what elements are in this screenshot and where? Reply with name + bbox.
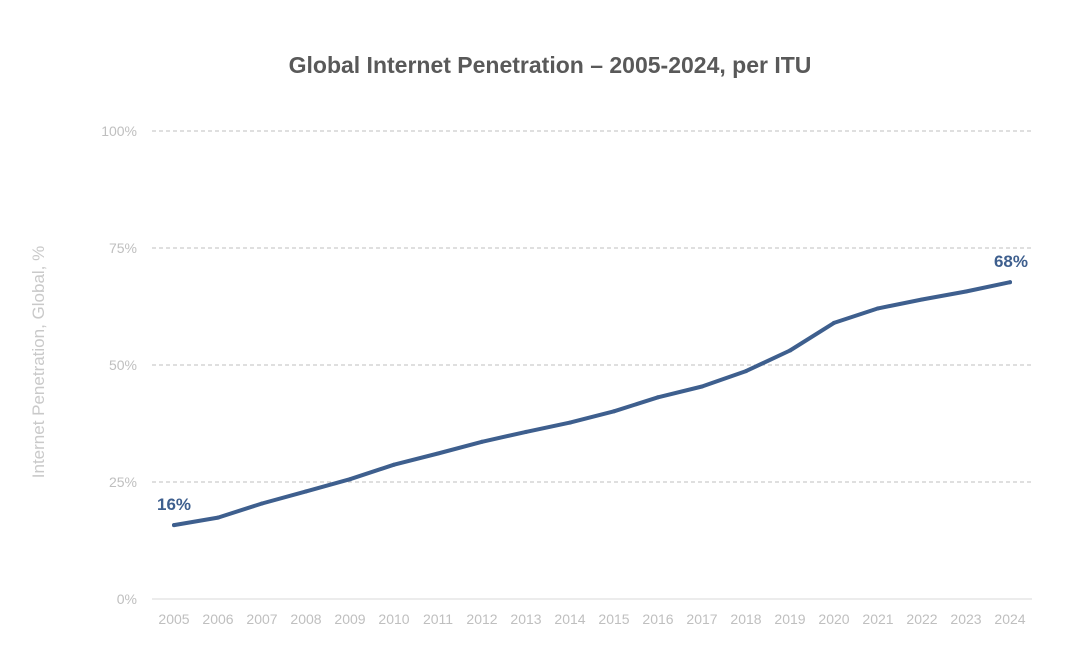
x-tick-label: 2008 [290, 611, 321, 627]
data-point [612, 409, 616, 414]
data-point [568, 420, 572, 425]
data-point [1008, 280, 1012, 285]
series-line [172, 280, 1012, 528]
data-point [964, 289, 968, 294]
x-tick-label: 2022 [906, 611, 937, 627]
x-tick-label: 2017 [686, 611, 717, 627]
data-point [656, 395, 660, 400]
data-point [260, 501, 264, 506]
y-axis-label: Internet Penetration, Global, % [29, 246, 48, 478]
y-tick-label: 0% [117, 591, 137, 607]
x-tick-label: 2009 [334, 611, 365, 627]
x-axis-ticks: 2005 2006 2007 2008 2009 2010 2011 2012 2013 2014… [158, 611, 1025, 627]
y-tick-label: 25% [109, 474, 137, 490]
x-tick-label: 2024 [994, 611, 1025, 627]
y-tick-label: 100% [101, 123, 137, 139]
x-tick-label: 2021 [862, 611, 893, 627]
data-point [876, 306, 880, 311]
x-tick-label: 2019 [774, 611, 805, 627]
data-point [392, 462, 396, 467]
data-point [700, 384, 704, 389]
x-tick-label: 2012 [466, 611, 497, 627]
x-tick-label: 2010 [378, 611, 409, 627]
x-tick-label: 2007 [246, 611, 277, 627]
data-point [920, 297, 924, 302]
x-tick-label: 2016 [642, 611, 673, 627]
chart-title: Global Internet Penetration – 2005-2024,… [289, 52, 812, 78]
x-tick-label: 2011 [423, 611, 453, 627]
data-point [216, 515, 220, 520]
x-tick-label: 2020 [818, 611, 849, 627]
data-point [436, 451, 440, 456]
data-point [524, 429, 528, 434]
data-labels: 16% 68% [157, 252, 1028, 514]
data-point [744, 369, 748, 374]
y-tick-label: 50% [109, 357, 137, 373]
x-tick-label: 2006 [202, 611, 233, 627]
y-tick-label: 75% [109, 240, 137, 256]
x-tick-label: 2023 [950, 611, 981, 627]
x-tick-label: 2014 [554, 611, 585, 627]
x-tick-label: 2005 [158, 611, 189, 627]
data-point [832, 320, 836, 325]
x-tick-label: 2015 [598, 611, 629, 627]
data-point [172, 523, 176, 528]
series-layer [172, 280, 1012, 528]
data-label: 16% [157, 495, 191, 514]
data-point [480, 439, 484, 444]
x-tick-label: 2018 [730, 611, 761, 627]
gridlines [152, 130, 1032, 600]
data-point [348, 477, 352, 482]
y-axis-ticks: 0% 25% 50% 75% 100% [101, 123, 137, 607]
data-point [304, 489, 308, 494]
data-point [788, 348, 792, 353]
data-label: 68% [994, 252, 1028, 271]
x-tick-label: 2013 [510, 611, 541, 627]
